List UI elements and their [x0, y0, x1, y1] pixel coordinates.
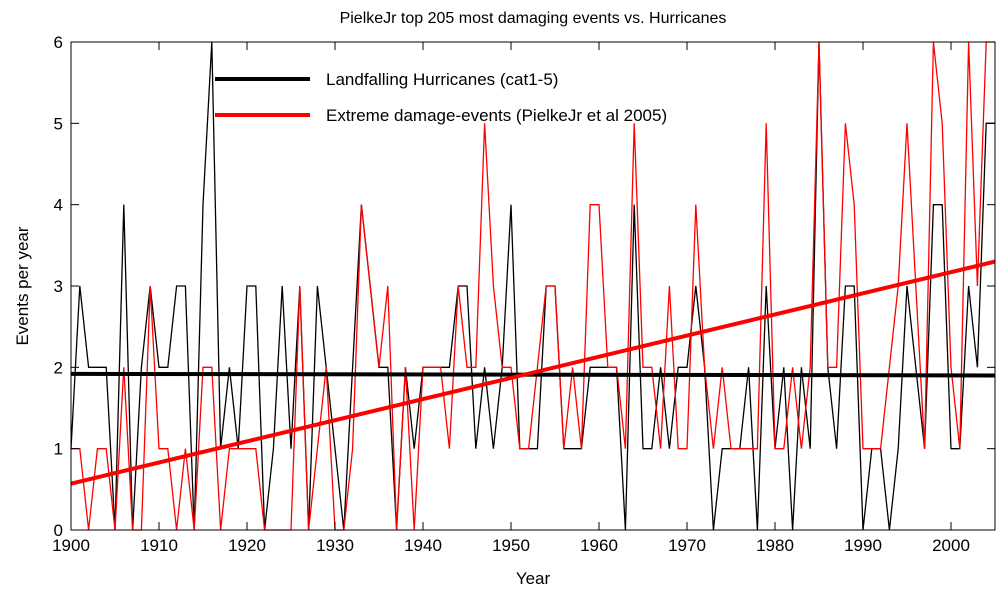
- x-tick-label-2000: 2000: [932, 536, 970, 555]
- series-damage-line: [71, 41, 995, 531]
- y-tick-label-1: 1: [54, 440, 63, 459]
- y-axis: 0 1 2 3 4 5 6: [54, 33, 995, 540]
- y-tick-label-6: 6: [54, 33, 63, 52]
- series-hurricanes-line: [70, 41, 995, 531]
- x-tick-label-1950: 1950: [492, 536, 530, 555]
- legend: Landfalling Hurricanes (cat1-5) Extreme …: [215, 70, 667, 125]
- x-tick-label-1920: 1920: [228, 536, 266, 555]
- x-tick-label-1930: 1930: [316, 536, 354, 555]
- legend-label-hurricanes: Landfalling Hurricanes (cat1-5): [326, 70, 558, 89]
- x-tick-label-1960: 1960: [580, 536, 618, 555]
- y-axis-label: Events per year: [13, 226, 32, 345]
- x-tick-label-1910: 1910: [140, 536, 178, 555]
- y-tick-label-5: 5: [54, 114, 63, 133]
- x-axis: 1900 1910 1920 1930 1940 1950 1960 1970 1980 1990…: [52, 42, 970, 555]
- y-tick-label-2: 2: [54, 358, 63, 377]
- plot-area: [70, 41, 996, 531]
- x-axis-label: Year: [516, 569, 551, 588]
- y-tick-label-4: 4: [54, 196, 63, 215]
- x-tick-label-1970: 1970: [668, 536, 706, 555]
- damage-trend-line: [70, 259, 996, 486]
- x-tick-label-1900: 1900: [52, 536, 90, 555]
- x-tick-label-1990: 1990: [844, 536, 882, 555]
- y-tick-label-0: 0: [54, 521, 63, 540]
- y-tick-label-3: 3: [54, 277, 63, 296]
- x-tick-label-1940: 1940: [404, 536, 442, 555]
- x-tick-label-1980: 1980: [756, 536, 794, 555]
- chart-title: PielkeJr top 205 most damaging events vs…: [340, 10, 727, 27]
- legend-label-damage: Extreme damage-events (PielkeJr et al 20…: [326, 106, 667, 125]
